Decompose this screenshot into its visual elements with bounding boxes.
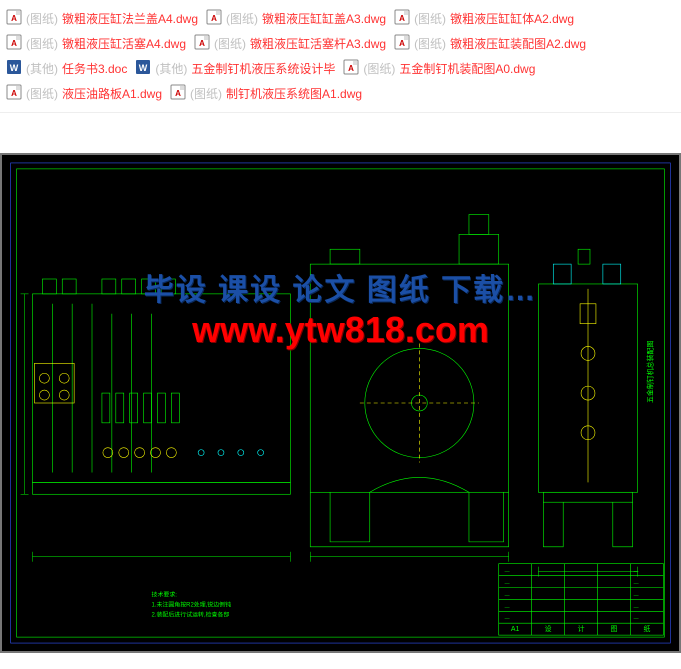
svg-text:1.未注圆角按R2处理,锐边倒钝: 1.未注圆角按R2处理,锐边倒钝 (152, 600, 232, 608)
dwg-icon: A (394, 9, 414, 28)
file-name[interactable]: 液压油路板A1.dwg (62, 85, 162, 102)
svg-text:A: A (399, 39, 405, 48)
file-item[interactable]: A (图纸)五金制钉机装配图A0.dwg (343, 59, 535, 78)
svg-text:A: A (399, 14, 405, 23)
file-tag: (图纸) (190, 85, 222, 102)
dwg-icon: A (6, 84, 26, 103)
file-item[interactable]: W (其他)任务书3.doc (6, 59, 127, 78)
svg-text:设: 设 (545, 624, 552, 633)
file-item[interactable]: A (图纸)制钉机液压系统图A1.dwg (170, 84, 362, 103)
svg-text:W: W (10, 63, 19, 73)
file-tag: (其他) (155, 60, 187, 77)
file-tag: (图纸) (414, 35, 446, 52)
svg-text:A: A (199, 39, 205, 48)
file-tag: (图纸) (26, 85, 58, 102)
svg-text:纸: 纸 (643, 624, 650, 633)
dwg-icon: A (6, 9, 26, 28)
file-item[interactable]: A (图纸)液压油路板A1.dwg (6, 84, 162, 103)
file-list: A(图纸)镦粗液压缸法兰盖A4.dwgA(图纸)镦粗液压缸缸盖A3.dwgA(图… (0, 0, 681, 113)
watermark-line2: www.ytw818.com (2, 309, 679, 351)
file-name[interactable]: 制钉机液压系统图A1.dwg (226, 85, 362, 102)
file-name[interactable]: 镦粗液压缸法兰盖A4.dwg (62, 10, 198, 27)
svg-text:—: — (505, 617, 510, 622)
file-name[interactable]: 五金制钉机液压系统设计毕 (191, 60, 335, 77)
file-item[interactable]: W (其他)五金制钉机液压系统设计毕 (135, 59, 335, 78)
file-tag: (图纸) (26, 35, 58, 52)
dwg-icon: A (394, 34, 414, 53)
svg-text:图: 图 (611, 625, 618, 633)
svg-text:A: A (11, 14, 17, 23)
file-item[interactable]: A (图纸)镦粗液压缸活塞A4.dwg (6, 34, 186, 53)
cad-drawing: 技术要求: 1.未注圆角按R2处理,锐边倒钝 2.装配后进行试运转,检查各部 A… (2, 155, 679, 651)
file-name[interactable]: 镦粗液压缸活塞A4.dwg (62, 35, 186, 52)
cad-viewer[interactable]: 技术要求: 1.未注圆角按R2处理,锐边倒钝 2.装配后进行试运转,检查各部 A… (0, 153, 681, 653)
doc-icon: W (135, 59, 155, 78)
file-row: A(图纸)镦粗液压缸法兰盖A4.dwgA(图纸)镦粗液压缸缸盖A3.dwgA(图… (4, 6, 677, 106)
file-name[interactable]: 镦粗液压缸活塞杆A3.dwg (250, 35, 386, 52)
doc-icon: W (6, 59, 26, 78)
svg-text:—: — (505, 605, 510, 610)
dwg-icon: A (343, 59, 363, 78)
svg-text:—: — (634, 570, 639, 575)
svg-text:计: 计 (578, 624, 585, 633)
svg-text:W: W (139, 63, 148, 73)
svg-text:—: — (505, 570, 510, 575)
svg-text:—: — (634, 582, 639, 587)
file-tag: (图纸) (214, 35, 246, 52)
svg-text:A: A (175, 89, 181, 98)
dwg-icon: A (6, 34, 26, 53)
svg-text:技术要求:: 技术要求: (152, 590, 178, 598)
file-name[interactable]: 镦粗液压缸缸体A2.dwg (450, 10, 574, 27)
file-item[interactable]: A (图纸)镦粗液压缸缸体A2.dwg (394, 9, 574, 28)
dwg-icon: A (206, 9, 226, 28)
svg-text:—: — (634, 593, 639, 598)
file-item[interactable]: A (图纸)镦粗液压缸法兰盖A4.dwg (6, 9, 198, 28)
file-tag: (其他) (26, 60, 58, 77)
svg-text:A1: A1 (511, 626, 520, 633)
dwg-icon: A (194, 34, 214, 53)
svg-text:—: — (634, 605, 639, 610)
svg-text:A: A (211, 14, 217, 23)
dwg-icon: A (170, 84, 190, 103)
svg-text:A: A (348, 64, 354, 73)
file-name[interactable]: 镦粗液压缸装配图A2.dwg (450, 35, 586, 52)
file-name[interactable]: 镦粗液压缸缸盖A3.dwg (262, 10, 386, 27)
svg-text:A: A (11, 89, 17, 98)
file-item[interactable]: A (图纸)镦粗液压缸装配图A2.dwg (394, 34, 586, 53)
file-tag: (图纸) (414, 10, 446, 27)
svg-text:A: A (11, 39, 17, 48)
watermark: 毕设 课设 论文 图纸 下载… www.ytw818.com (2, 265, 679, 351)
svg-text:—: — (505, 582, 510, 587)
svg-text:2.装配后进行试运转,检查各部: 2.装配后进行试运转,检查各部 (152, 610, 230, 618)
file-name[interactable]: 五金制钉机装配图A0.dwg (399, 60, 535, 77)
file-item[interactable]: A (图纸)镦粗液压缸缸盖A3.dwg (206, 9, 386, 28)
svg-text:—: — (505, 593, 510, 598)
svg-text:—: — (634, 617, 639, 622)
file-tag: (图纸) (363, 60, 395, 77)
file-tag: (图纸) (226, 10, 258, 27)
file-tag: (图纸) (26, 10, 58, 27)
file-item[interactable]: A (图纸)镦粗液压缸活塞杆A3.dwg (194, 34, 386, 53)
file-name[interactable]: 任务书3.doc (62, 60, 127, 77)
watermark-line1: 毕设 课设 论文 图纸 下载… (2, 265, 679, 309)
